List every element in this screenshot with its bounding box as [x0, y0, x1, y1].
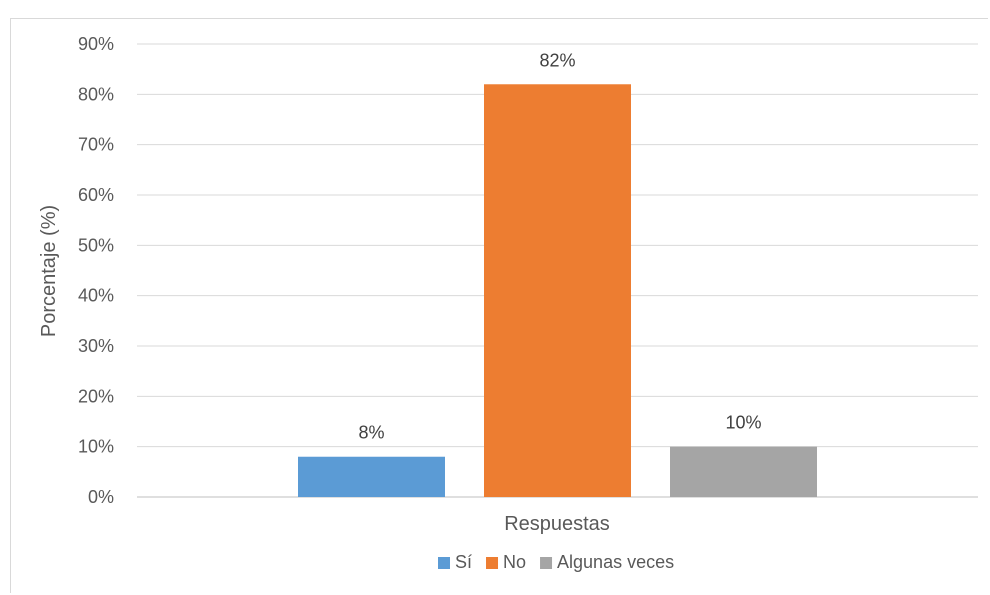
- y-tick-label: 10%: [78, 437, 114, 457]
- y-axis-title: Porcentaje (%): [38, 205, 60, 337]
- y-tick-label: 70%: [78, 135, 114, 155]
- legend: Sí No Algunas veces: [438, 552, 674, 572]
- y-tick-label: 80%: [78, 84, 114, 104]
- y-tick-label: 50%: [78, 235, 114, 255]
- legend-label: No: [503, 552, 526, 572]
- y-tick-label: 60%: [78, 185, 114, 205]
- legend-label: Sí: [455, 552, 472, 572]
- data-labels: 8% 82% 10%: [358, 50, 761, 442]
- legend-swatch: [438, 557, 450, 569]
- y-tick-label: 30%: [78, 336, 114, 356]
- x-axis-title: Respuestas: [504, 513, 610, 535]
- y-axis-ticks: 0% 10% 20% 30% 40% 50% 60% 70% 80% 90%: [78, 34, 114, 507]
- data-label: 82%: [539, 50, 575, 70]
- bar-2: [484, 84, 631, 498]
- y-tick-label: 90%: [78, 34, 114, 54]
- chart-frame: [10, 18, 988, 593]
- y-tick-label: 40%: [78, 286, 114, 306]
- legend-swatch: [540, 557, 553, 569]
- y-tick-label: 20%: [78, 386, 114, 406]
- y-tick-label: 0%: [88, 487, 114, 507]
- data-label: 10%: [725, 413, 761, 433]
- bar-1: [298, 456, 445, 497]
- data-label: 8%: [358, 423, 384, 443]
- legend-swatch: [486, 557, 499, 569]
- legend-label: Algunas veces: [557, 552, 674, 572]
- bars: [298, 84, 817, 498]
- bar-3: [670, 446, 817, 497]
